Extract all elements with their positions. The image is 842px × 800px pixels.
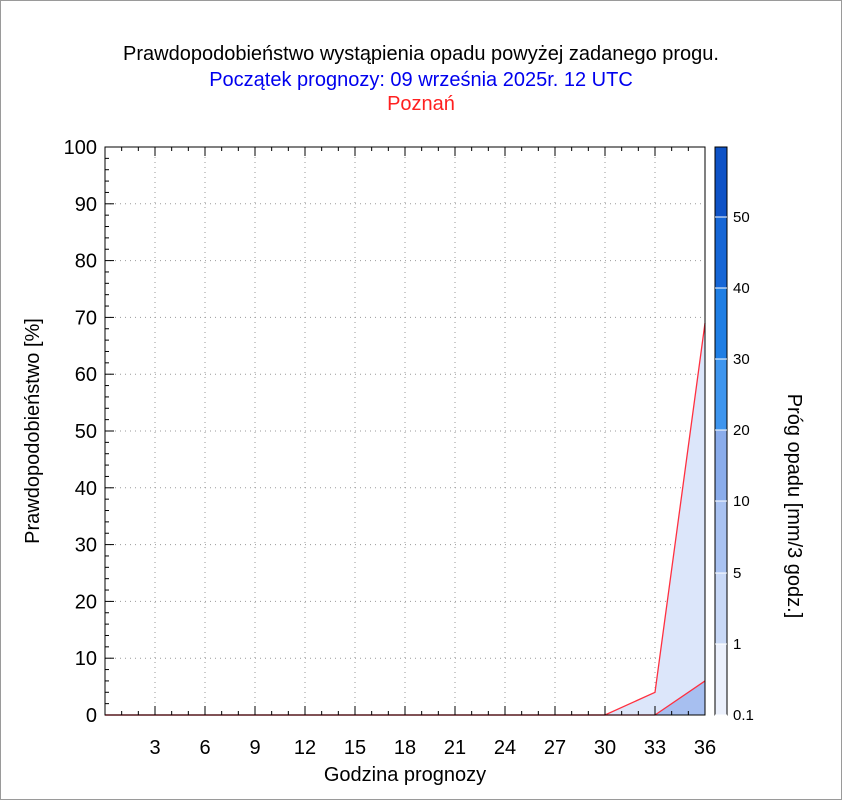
colorbar-tick-label: 30	[733, 351, 750, 368]
y-tick-label: 20	[75, 591, 97, 613]
x-tick-label: 6	[199, 737, 210, 759]
y-tick-label: 100	[64, 137, 97, 159]
colorbar-segment	[715, 430, 727, 501]
colorbar-tick-label: 10	[733, 493, 750, 510]
x-tick-label: 24	[494, 737, 516, 759]
x-tick-label: 27	[544, 737, 566, 759]
colorbar-tick-label: 50	[733, 209, 750, 226]
x-tick-label: 12	[294, 737, 316, 759]
chart-subtitle: Początek prognozy: 09 września 2025r. 12…	[209, 69, 633, 91]
x-tick-label: 3	[149, 737, 160, 759]
y-tick-label: 90	[75, 194, 97, 216]
colorbar-tick-label: 5	[733, 565, 741, 582]
x-axis-label: Godzina prognozy	[324, 764, 486, 786]
y-tick-label: 80	[75, 251, 97, 273]
y-tick-label: 0	[86, 705, 97, 727]
y-tick-label: 30	[75, 535, 97, 557]
y-tick-label: 50	[75, 421, 97, 443]
colorbar-tick-label: 0.1	[733, 707, 754, 724]
y-tick-label: 40	[75, 478, 97, 500]
x-tick-label: 9	[249, 737, 260, 759]
chart-location: Poznań	[387, 93, 455, 115]
x-tick-label: 15	[344, 737, 366, 759]
x-tick-label: 21	[444, 737, 466, 759]
colorbar-tick-label: 40	[733, 280, 750, 297]
x-tick-label: 36	[694, 737, 716, 759]
colorbar-segment	[715, 288, 727, 359]
colorbar-label: Próg opadu [mm/3 godz.]	[783, 394, 805, 619]
y-tick-label: 60	[75, 364, 97, 386]
colorbar-tick-label: 20	[733, 422, 750, 439]
y-tick-label: 10	[75, 648, 97, 670]
x-tick-label: 33	[644, 737, 666, 759]
colorbar-segment	[715, 359, 727, 430]
colorbar-tick-label: 1	[733, 636, 741, 653]
colorbar-segment	[715, 644, 727, 715]
x-tick-label: 18	[394, 737, 416, 759]
x-tick-label: 30	[594, 737, 616, 759]
y-tick-label: 70	[75, 307, 97, 329]
y-axis-label: Prawdopodobieństwo [%]	[22, 318, 44, 544]
colorbar-segment	[715, 573, 727, 644]
colorbar-segment	[715, 217, 727, 288]
colorbar-segment	[715, 501, 727, 573]
chart-title: Prawdopodobieństwo wystąpienia opadu pow…	[123, 43, 719, 65]
colorbar-segment	[715, 147, 727, 217]
